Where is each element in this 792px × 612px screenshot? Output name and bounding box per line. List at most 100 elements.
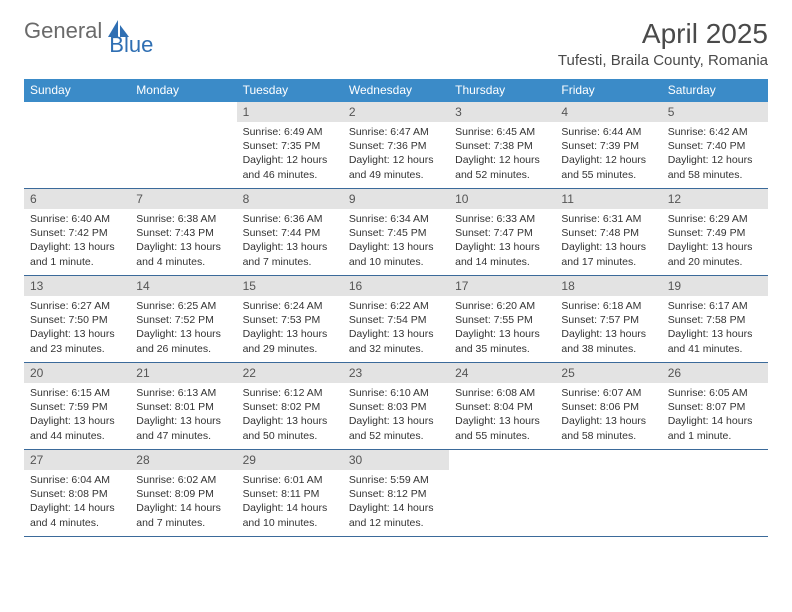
day-cell: 14Sunrise: 6:25 AMSunset: 7:52 PMDayligh…: [130, 276, 236, 362]
daylight-text: Daylight: 13 hours and 32 minutes.: [349, 327, 443, 355]
day-cell: 16Sunrise: 6:22 AMSunset: 7:54 PMDayligh…: [343, 276, 449, 362]
sunrise-text: Sunrise: 6:40 AM: [30, 212, 124, 226]
daylight-text: Daylight: 12 hours and 58 minutes.: [668, 153, 762, 181]
day-cell: 28Sunrise: 6:02 AMSunset: 8:09 PMDayligh…: [130, 450, 236, 536]
title-block: April 2025 Tufesti, Braila County, Roman…: [558, 18, 768, 69]
sunrise-text: Sunrise: 6:08 AM: [455, 386, 549, 400]
day-body: Sunrise: 6:12 AMSunset: 8:02 PMDaylight:…: [237, 383, 343, 449]
day-cell: [662, 450, 768, 536]
sunrise-text: Sunrise: 6:10 AM: [349, 386, 443, 400]
day-cell: 11Sunrise: 6:31 AMSunset: 7:48 PMDayligh…: [555, 189, 661, 275]
daylight-text: Daylight: 13 hours and 17 minutes.: [561, 240, 655, 268]
sunset-text: Sunset: 7:55 PM: [455, 313, 549, 327]
day-body: Sunrise: 6:31 AMSunset: 7:48 PMDaylight:…: [555, 209, 661, 275]
daylight-text: Daylight: 13 hours and 23 minutes.: [30, 327, 124, 355]
daylight-text: Daylight: 13 hours and 52 minutes.: [349, 414, 443, 442]
sunrise-text: Sunrise: 6:45 AM: [455, 125, 549, 139]
calendar: SundayMondayTuesdayWednesdayThursdayFrid…: [24, 79, 768, 537]
sunrise-text: Sunrise: 6:04 AM: [30, 473, 124, 487]
day-body: Sunrise: 6:10 AMSunset: 8:03 PMDaylight:…: [343, 383, 449, 449]
daylight-text: Daylight: 13 hours and 29 minutes.: [243, 327, 337, 355]
dow-cell: Monday: [130, 79, 236, 102]
day-body: Sunrise: 6:44 AMSunset: 7:39 PMDaylight:…: [555, 122, 661, 188]
day-body: Sunrise: 6:45 AMSunset: 7:38 PMDaylight:…: [449, 122, 555, 188]
sunrise-text: Sunrise: 6:27 AM: [30, 299, 124, 313]
day-cell: 6Sunrise: 6:40 AMSunset: 7:42 PMDaylight…: [24, 189, 130, 275]
daylight-text: Daylight: 12 hours and 49 minutes.: [349, 153, 443, 181]
dow-cell: Wednesday: [343, 79, 449, 102]
sunrise-text: Sunrise: 6:31 AM: [561, 212, 655, 226]
day-number: 2: [343, 102, 449, 122]
day-body: Sunrise: 6:36 AMSunset: 7:44 PMDaylight:…: [237, 209, 343, 275]
day-number: 6: [24, 189, 130, 209]
sunset-text: Sunset: 7:40 PM: [668, 139, 762, 153]
day-cell: 25Sunrise: 6:07 AMSunset: 8:06 PMDayligh…: [555, 363, 661, 449]
sunset-text: Sunset: 7:36 PM: [349, 139, 443, 153]
day-cell: [449, 450, 555, 536]
daylight-text: Daylight: 13 hours and 50 minutes.: [243, 414, 337, 442]
day-number: 23: [343, 363, 449, 383]
sunrise-text: Sunrise: 6:12 AM: [243, 386, 337, 400]
sunset-text: Sunset: 8:06 PM: [561, 400, 655, 414]
day-number: 12: [662, 189, 768, 209]
day-cell: 7Sunrise: 6:38 AMSunset: 7:43 PMDaylight…: [130, 189, 236, 275]
day-number: 24: [449, 363, 555, 383]
sunrise-text: Sunrise: 5:59 AM: [349, 473, 443, 487]
day-body: Sunrise: 6:29 AMSunset: 7:49 PMDaylight:…: [662, 209, 768, 275]
day-body: Sunrise: 6:42 AMSunset: 7:40 PMDaylight:…: [662, 122, 768, 188]
sunrise-text: Sunrise: 6:29 AM: [668, 212, 762, 226]
day-body: Sunrise: 6:38 AMSunset: 7:43 PMDaylight:…: [130, 209, 236, 275]
day-cell: 2Sunrise: 6:47 AMSunset: 7:36 PMDaylight…: [343, 102, 449, 188]
day-number: 22: [237, 363, 343, 383]
sunset-text: Sunset: 7:50 PM: [30, 313, 124, 327]
daylight-text: Daylight: 12 hours and 55 minutes.: [561, 153, 655, 181]
day-body: Sunrise: 6:15 AMSunset: 7:59 PMDaylight:…: [24, 383, 130, 449]
daylight-text: Daylight: 13 hours and 38 minutes.: [561, 327, 655, 355]
sunset-text: Sunset: 7:35 PM: [243, 139, 337, 153]
day-number: 29: [237, 450, 343, 470]
day-body: Sunrise: 6:22 AMSunset: 7:54 PMDaylight:…: [343, 296, 449, 362]
day-number: 26: [662, 363, 768, 383]
day-number: 8: [237, 189, 343, 209]
dow-cell: Friday: [555, 79, 661, 102]
day-cell: [24, 102, 130, 188]
day-cell: 1Sunrise: 6:49 AMSunset: 7:35 PMDaylight…: [237, 102, 343, 188]
sunset-text: Sunset: 7:48 PM: [561, 226, 655, 240]
sunrise-text: Sunrise: 6:44 AM: [561, 125, 655, 139]
sunset-text: Sunset: 7:49 PM: [668, 226, 762, 240]
day-body: Sunrise: 6:34 AMSunset: 7:45 PMDaylight:…: [343, 209, 449, 275]
sunset-text: Sunset: 7:52 PM: [136, 313, 230, 327]
sunrise-text: Sunrise: 6:20 AM: [455, 299, 549, 313]
day-number: 16: [343, 276, 449, 296]
sunrise-text: Sunrise: 6:01 AM: [243, 473, 337, 487]
dow-cell: Sunday: [24, 79, 130, 102]
day-cell: 5Sunrise: 6:42 AMSunset: 7:40 PMDaylight…: [662, 102, 768, 188]
sunset-text: Sunset: 8:08 PM: [30, 487, 124, 501]
dow-cell: Tuesday: [237, 79, 343, 102]
day-number: 18: [555, 276, 661, 296]
sunset-text: Sunset: 8:12 PM: [349, 487, 443, 501]
day-number: 21: [130, 363, 236, 383]
day-body: Sunrise: 6:33 AMSunset: 7:47 PMDaylight:…: [449, 209, 555, 275]
location-text: Tufesti, Braila County, Romania: [558, 52, 768, 69]
day-cell: 27Sunrise: 6:04 AMSunset: 8:08 PMDayligh…: [24, 450, 130, 536]
daylight-text: Daylight: 13 hours and 55 minutes.: [455, 414, 549, 442]
sunrise-text: Sunrise: 6:07 AM: [561, 386, 655, 400]
day-body: Sunrise: 6:49 AMSunset: 7:35 PMDaylight:…: [237, 122, 343, 188]
daylight-text: Daylight: 13 hours and 7 minutes.: [243, 240, 337, 268]
daylight-text: Daylight: 14 hours and 12 minutes.: [349, 501, 443, 529]
week-row: 27Sunrise: 6:04 AMSunset: 8:08 PMDayligh…: [24, 450, 768, 537]
sunset-text: Sunset: 7:39 PM: [561, 139, 655, 153]
sunrise-text: Sunrise: 6:38 AM: [136, 212, 230, 226]
day-cell: 15Sunrise: 6:24 AMSunset: 7:53 PMDayligh…: [237, 276, 343, 362]
sunset-text: Sunset: 8:01 PM: [136, 400, 230, 414]
sunset-text: Sunset: 7:42 PM: [30, 226, 124, 240]
daylight-text: Daylight: 13 hours and 47 minutes.: [136, 414, 230, 442]
day-cell: 8Sunrise: 6:36 AMSunset: 7:44 PMDaylight…: [237, 189, 343, 275]
sunrise-text: Sunrise: 6:15 AM: [30, 386, 124, 400]
daylight-text: Daylight: 14 hours and 1 minute.: [668, 414, 762, 442]
day-body: Sunrise: 6:05 AMSunset: 8:07 PMDaylight:…: [662, 383, 768, 449]
sunrise-text: Sunrise: 6:36 AM: [243, 212, 337, 226]
day-body: Sunrise: 6:07 AMSunset: 8:06 PMDaylight:…: [555, 383, 661, 449]
daylight-text: Daylight: 13 hours and 58 minutes.: [561, 414, 655, 442]
